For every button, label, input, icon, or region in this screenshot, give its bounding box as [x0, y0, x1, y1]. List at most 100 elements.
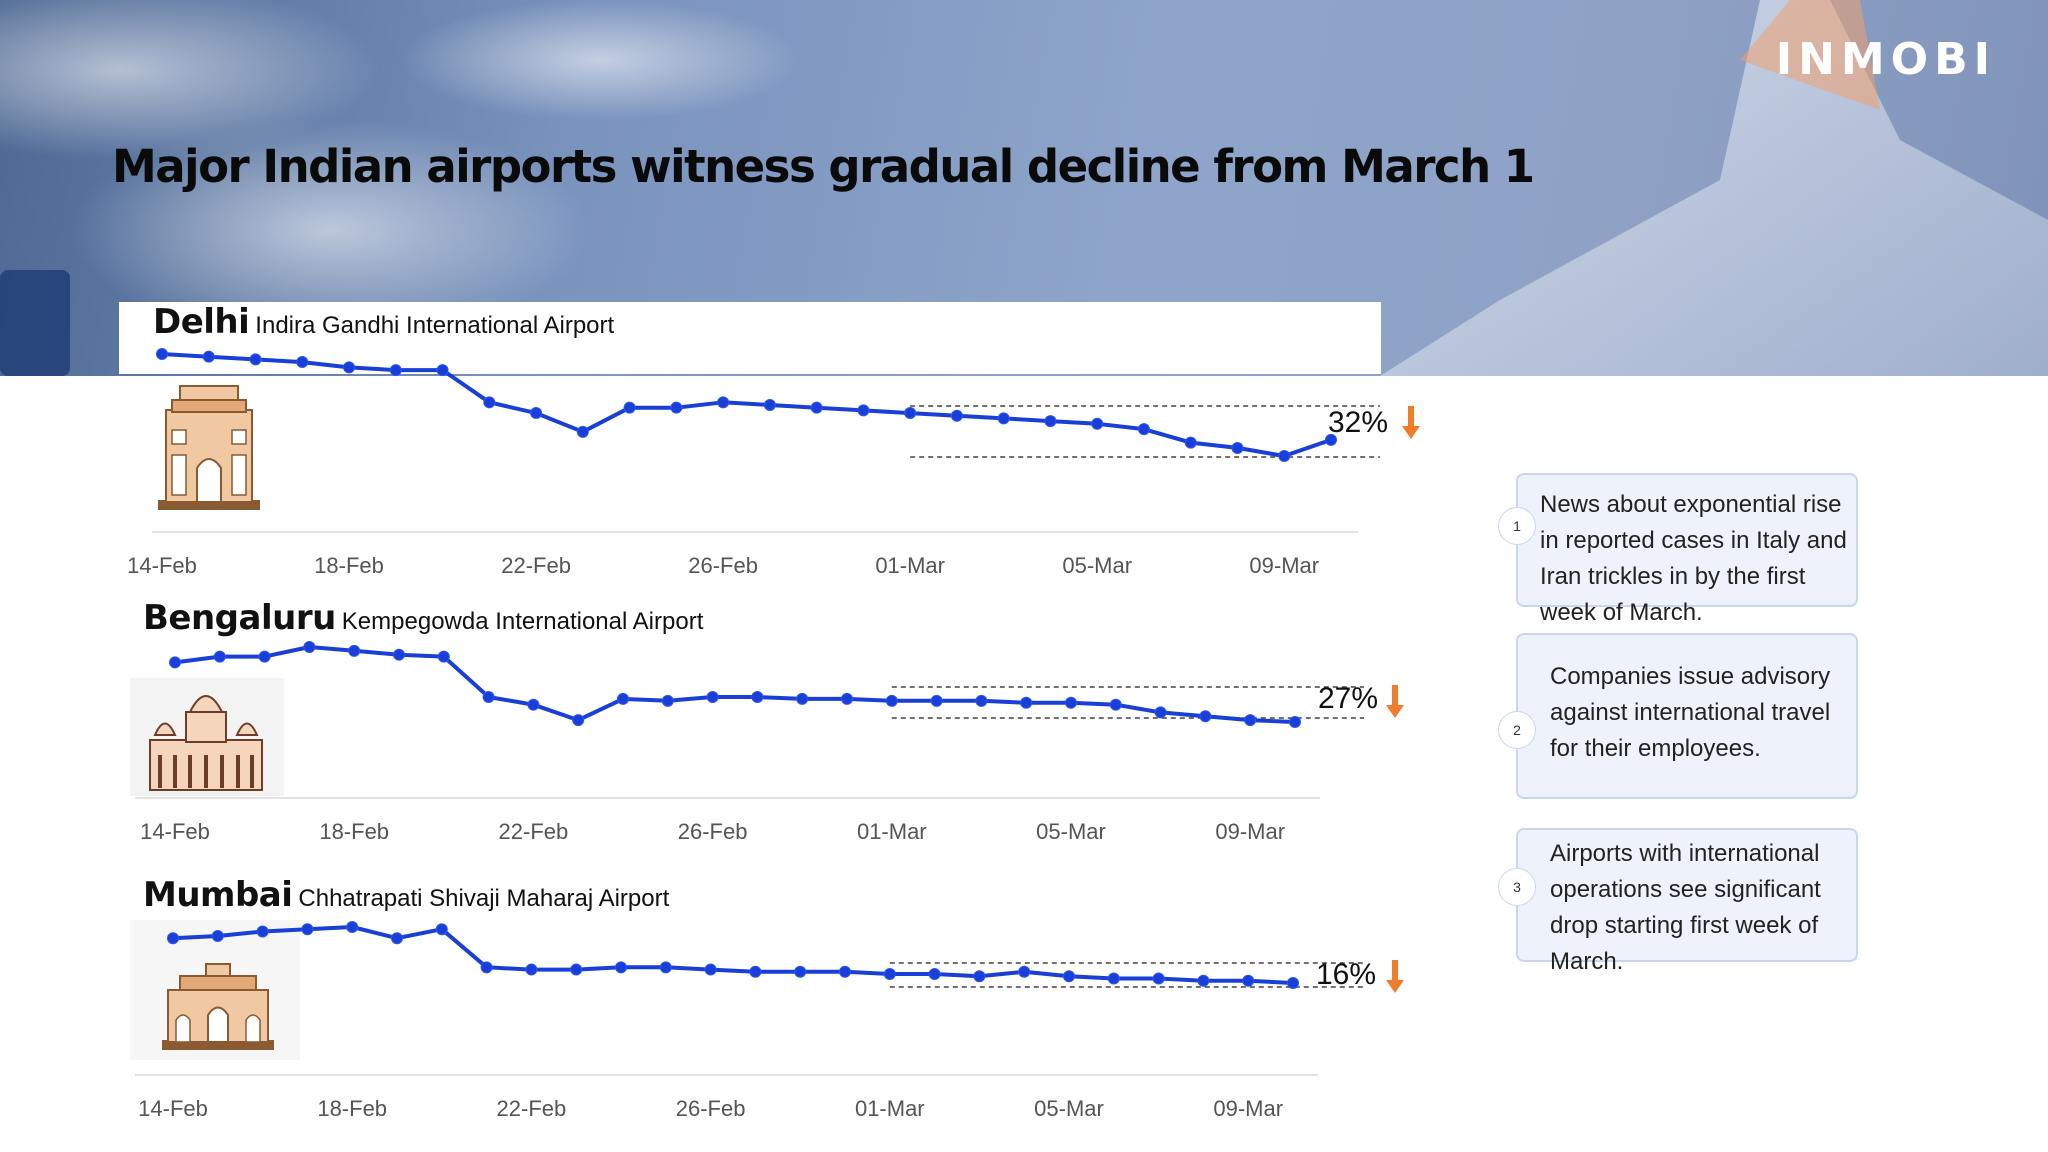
callout-number: 2	[1498, 711, 1536, 749]
data-point	[1063, 970, 1075, 983]
inmobi-logo: INMOBI	[1775, 34, 1996, 85]
callout-card-2: 2 Companies issue advisory against inter…	[1498, 633, 1858, 799]
x-tick-label: 26-Feb	[688, 553, 758, 578]
data-point	[1065, 696, 1077, 709]
data-point	[717, 396, 730, 409]
x-tick-label: 18-Feb	[314, 553, 384, 578]
data-point	[810, 401, 823, 414]
data-point	[623, 401, 636, 414]
x-tick-label: 26-Feb	[678, 819, 748, 844]
data-point	[1154, 706, 1167, 719]
x-tick-label: 05-Mar	[1034, 1096, 1104, 1121]
airport-name: Indira Gandhi International Airport	[255, 312, 615, 339]
x-tick-label: 14-Feb	[127, 553, 197, 578]
data-point	[393, 648, 405, 661]
data-point	[480, 961, 493, 974]
data-point	[885, 694, 898, 707]
data-point	[615, 961, 627, 974]
series-line	[161, 352, 1332, 458]
data-point	[1287, 977, 1299, 989]
x-tick-label: 01-Mar	[857, 819, 927, 844]
chart-delhi: 14-Feb 18-Feb 22-Feb 26-Feb 01-Mar 05-Mar 09-M…	[127, 348, 1420, 578]
data-point	[1109, 698, 1122, 711]
chart-panel-top	[119, 302, 1381, 374]
data-point	[391, 932, 403, 945]
data-point	[530, 407, 543, 420]
data-point	[167, 932, 179, 945]
x-tick-label: 18-Feb	[317, 1096, 387, 1121]
chart-title-bengaluru: Bengaluru Kempegowda International Airpor…	[143, 598, 703, 638]
data-point	[213, 650, 226, 663]
data-point	[997, 412, 1010, 425]
chart-bengaluru: 14-Feb 18-Feb 22-Feb 26-Feb 01-Mar 05-Mar 09-M…	[135, 641, 1404, 844]
data-point	[482, 691, 495, 703]
x-tick-label: 22-Feb	[497, 1096, 567, 1121]
data-point	[436, 364, 449, 377]
decline-label: 16%	[1316, 958, 1376, 991]
india-gate-icon	[158, 385, 260, 510]
data-point	[570, 963, 583, 976]
decline-label: 27%	[1318, 682, 1378, 715]
data-point	[437, 650, 450, 663]
data-point	[1091, 417, 1104, 430]
x-tick-label: 09-Mar	[1249, 553, 1319, 578]
decline-label: 32%	[1328, 406, 1388, 439]
data-point	[572, 714, 585, 727]
down-arrow-icon	[1386, 960, 1404, 993]
data-point	[1020, 696, 1033, 709]
gateway-of-india-icon	[130, 920, 300, 1060]
data-point	[303, 641, 316, 653]
data-point	[950, 409, 963, 422]
x-tick-label: 09-Mar	[1213, 1096, 1283, 1121]
data-point	[249, 353, 262, 366]
data-point	[1244, 714, 1257, 727]
data-point	[1199, 710, 1212, 723]
data-point	[389, 364, 402, 377]
x-tick-label: 01-Mar	[855, 1096, 925, 1121]
data-point	[930, 694, 943, 707]
down-arrow-icon	[1402, 406, 1420, 439]
down-arrow-icon	[1386, 685, 1404, 718]
data-point	[1044, 415, 1057, 428]
x-tick-label: 05-Mar	[1036, 819, 1106, 844]
x-tick-label: 18-Feb	[319, 819, 389, 844]
callout-number: 3	[1498, 868, 1536, 906]
x-tick-label: 22-Feb	[501, 553, 571, 578]
city-name: Mumbai	[143, 875, 293, 915]
data-point	[973, 970, 986, 983]
data-point	[670, 401, 683, 414]
data-point	[346, 921, 359, 933]
chart-mumbai: 14-Feb 18-Feb 22-Feb 26-Feb 01-Mar 05-Mar 09-M…	[135, 921, 1404, 1121]
callout-text: Airports with international operations s…	[1550, 840, 1821, 975]
callout-card-1: 1 News about exponential rise in reporte…	[1498, 473, 1858, 626]
callout-card-3: 3 Airports with international operations…	[1498, 828, 1858, 975]
data-point	[1289, 716, 1301, 728]
data-point	[296, 356, 309, 369]
callout-text: News about exponential rise in reported …	[1540, 491, 1847, 626]
data-point	[706, 691, 719, 703]
data-point	[1152, 972, 1165, 985]
data-point	[796, 692, 809, 705]
data-point	[617, 692, 629, 705]
data-point	[301, 923, 314, 936]
x-tick-label: 14-Feb	[138, 1096, 208, 1121]
chart-title-mumbai: Mumbai Chhatrapati Shivaji Maharaj Airpor…	[143, 875, 669, 915]
x-tick-label: 05-Mar	[1062, 553, 1132, 578]
data-point	[659, 961, 672, 974]
data-point	[1137, 423, 1150, 436]
data-point	[763, 399, 776, 411]
data-point	[1018, 965, 1031, 978]
city-name: Bengaluru	[143, 598, 336, 638]
data-point	[794, 965, 807, 978]
data-point	[483, 396, 496, 409]
data-point	[904, 407, 917, 420]
data-point	[1325, 433, 1337, 446]
airport-name: Kempegowda International Airport	[341, 608, 704, 635]
data-point	[169, 656, 181, 669]
data-point	[1242, 974, 1255, 987]
series-line	[172, 925, 1294, 985]
data-point	[1197, 974, 1210, 987]
callout-number: 1	[1498, 507, 1536, 545]
airplane-wing-photo	[0, 0, 2048, 376]
data-point	[841, 692, 853, 705]
